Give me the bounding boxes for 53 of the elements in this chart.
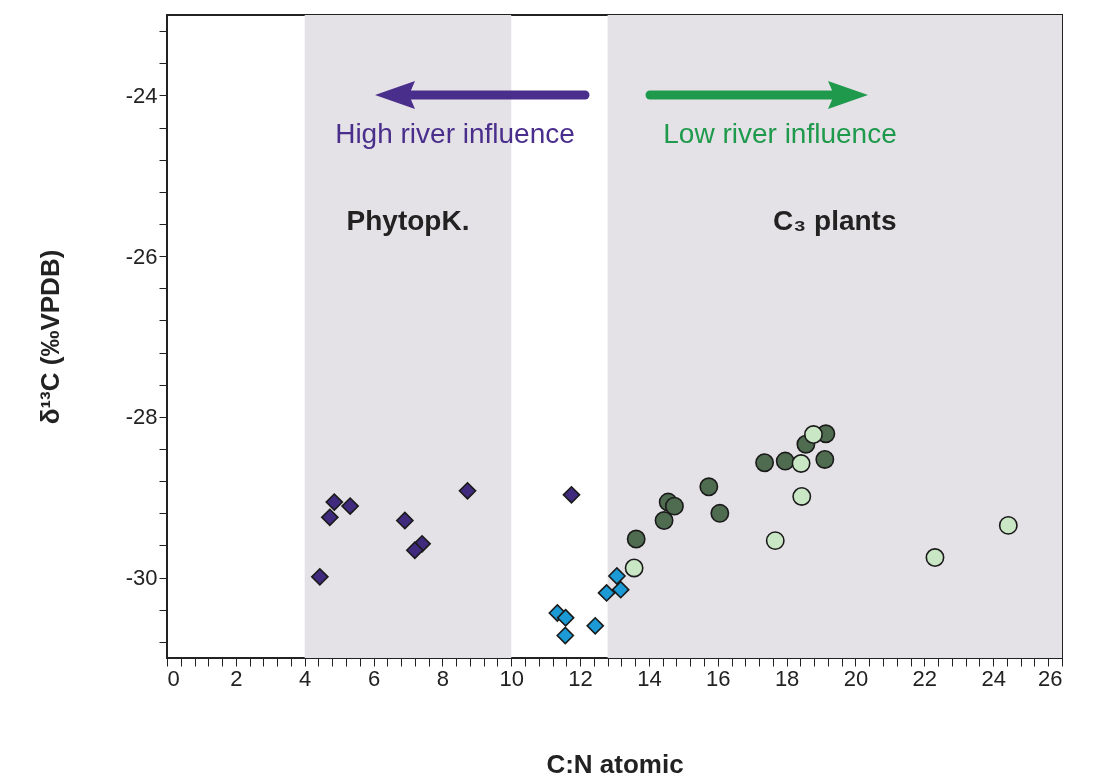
point: [654, 511, 674, 530]
point: [815, 450, 835, 469]
point: [608, 567, 626, 585]
point: [556, 608, 575, 627]
x-tick-label: 16: [706, 665, 731, 691]
x-tick-label: 8: [436, 665, 450, 691]
x-tick-label: 20: [843, 665, 869, 691]
x-tick-label: 26: [1038, 665, 1063, 691]
point: [775, 451, 795, 471]
x-tick-label: 0: [167, 665, 180, 691]
point: [755, 453, 775, 473]
band-label: C₃ plants: [773, 205, 897, 236]
point: [586, 616, 605, 635]
point: [562, 485, 581, 504]
point: [925, 548, 945, 567]
y-axis-title: δ¹³C (‰VPDB): [34, 249, 65, 425]
y-tick-label: -26: [125, 243, 158, 269]
point: [458, 481, 477, 500]
y-tick-label: -30: [125, 565, 158, 591]
x-tick-label: 10: [499, 665, 524, 691]
point: [310, 567, 329, 586]
x-tick-label: 22: [912, 665, 938, 691]
point: [699, 477, 719, 497]
x-tick-label: 6: [367, 665, 381, 691]
point: [405, 541, 424, 560]
point: [624, 558, 644, 578]
point: [791, 454, 811, 473]
point: [341, 497, 359, 515]
band-label: PhytopK.: [346, 205, 470, 236]
x-tick-label: 2: [230, 665, 243, 691]
y-tick-label: -28: [125, 404, 158, 430]
point: [611, 580, 630, 599]
point: [765, 531, 785, 551]
point: [325, 493, 344, 511]
point: [626, 529, 646, 549]
point: [597, 584, 616, 602]
point: [396, 511, 414, 530]
point: [792, 487, 812, 506]
point: [664, 496, 684, 516]
x-tick-label: 14: [637, 665, 662, 691]
x-tick-label: 24: [981, 665, 1006, 691]
x-tick-label: 12: [568, 665, 593, 691]
x-tick-label: 4: [299, 665, 312, 691]
point: [998, 515, 1018, 535]
annotation: High river influence: [335, 118, 575, 149]
y-tick-label: -24: [125, 82, 158, 108]
point: [804, 425, 823, 444]
point: [320, 508, 339, 527]
x-tick-label: 18: [774, 665, 800, 691]
point: [710, 503, 730, 523]
annotation: Low river influence: [663, 118, 897, 149]
point: [556, 626, 575, 645]
x-axis-title: C:N atomic: [546, 748, 684, 779]
